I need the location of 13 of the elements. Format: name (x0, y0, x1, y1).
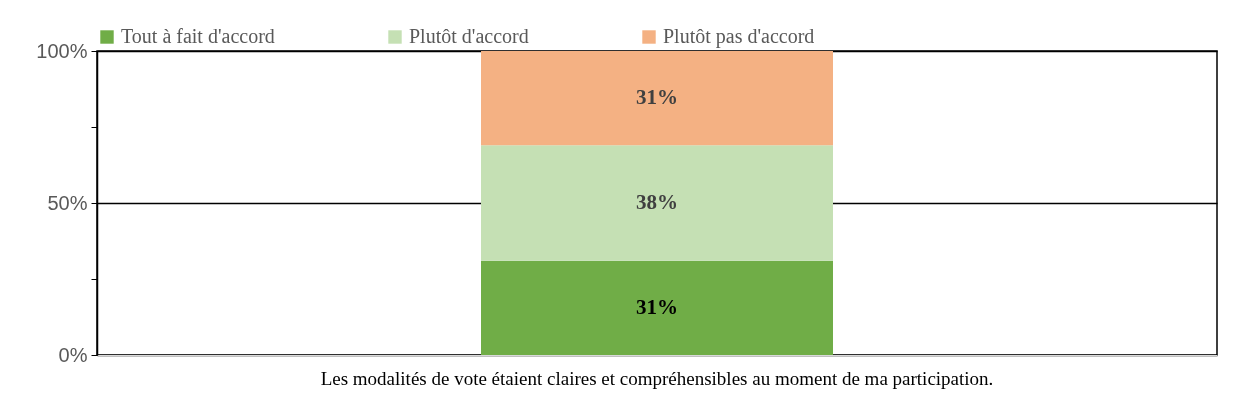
legend-label: Plutôt pas d'accord (663, 25, 815, 48)
legend-label: Tout à fait d'accord (121, 25, 275, 47)
y-tick-label: 100% (36, 39, 88, 62)
data-label: 31% (636, 294, 678, 319)
data-label: 38% (636, 190, 678, 214)
y-tick-label: 50% (47, 191, 88, 214)
x-tick-label: Les modalités de vote étaient claires et compréhensibles au moment de ma participation. (320, 367, 994, 389)
legend-label: Plutôt d'accord (409, 25, 529, 47)
bar (481, 51, 833, 146)
bar (481, 145, 833, 261)
bar (481, 260, 833, 355)
data-label: 31% (636, 85, 678, 110)
y-tick-label: 0% (58, 343, 88, 366)
